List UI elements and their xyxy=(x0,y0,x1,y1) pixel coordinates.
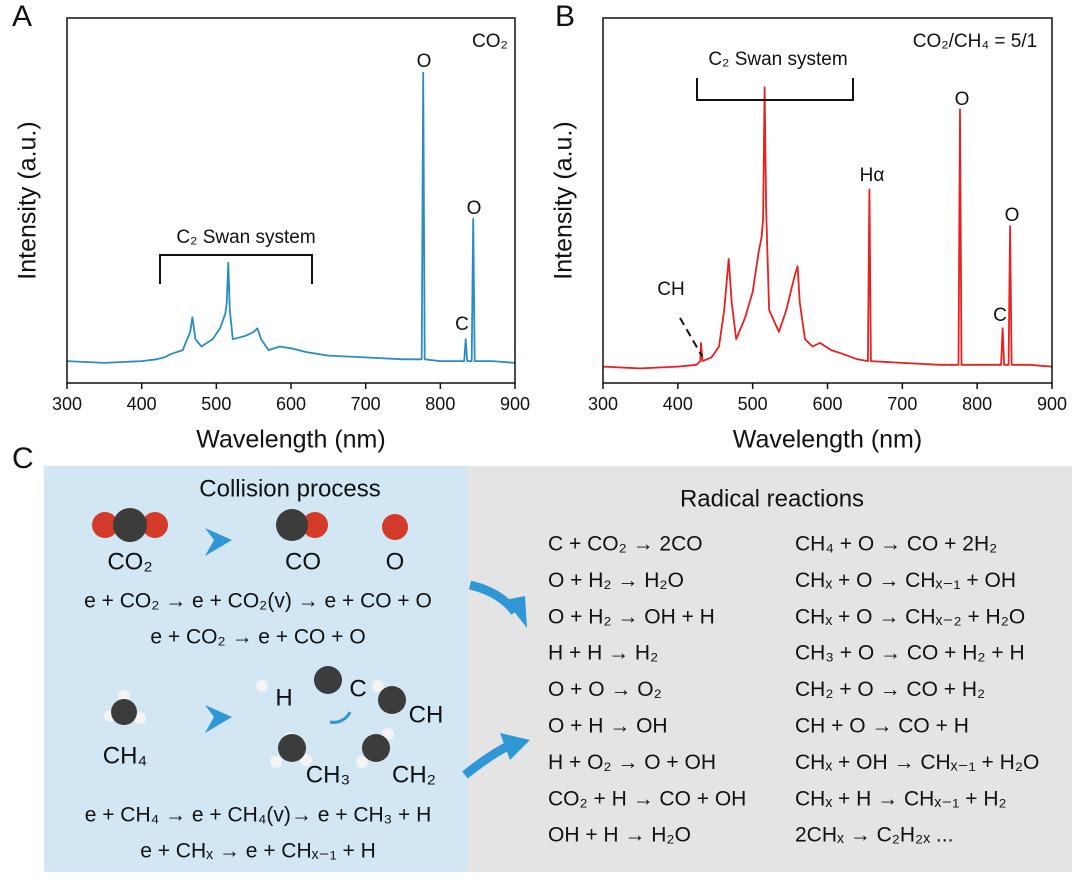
molecule-label: CO xyxy=(285,548,321,575)
spectrum-line xyxy=(602,86,1053,370)
equation: e + CHₓ → e + CHₓ₋₁ + H xyxy=(140,840,376,863)
x-tick-label: 800 xyxy=(962,394,992,414)
molecule-label: CH₃ xyxy=(306,761,350,788)
reaction: 2CHₓ → C₂H₂ₓ ... xyxy=(795,824,953,847)
x-tick-label: 300 xyxy=(52,394,82,414)
reaction: CH₄ + O → CO + 2H₂ xyxy=(795,533,997,556)
reaction: CHₓ + O → CHₓ₋₂ + H₂O xyxy=(795,605,1025,628)
molecule-label: CH₂ xyxy=(392,761,436,788)
plot-frame xyxy=(66,17,516,384)
leader-line xyxy=(679,317,703,357)
x-tick-label: 400 xyxy=(127,394,157,414)
molecule-label: CH xyxy=(409,701,444,728)
annotation: C xyxy=(993,305,1007,326)
reaction: O + H₂ → OH + H xyxy=(548,605,715,628)
panel-label: C xyxy=(12,442,34,475)
reaction: H + H → H₂ xyxy=(548,642,658,665)
y-axis-label: Intensity (a.u.) xyxy=(550,121,578,279)
annotation: CH xyxy=(657,279,684,300)
panel-title: Collision process xyxy=(199,475,380,502)
annotation: CO₂/CH₄ = 5/1 xyxy=(913,31,1037,52)
reaction-list: C + CO₂ → 2CO O + H₂ → H₂O O + H₂ → OH + H… xyxy=(548,533,1039,847)
spectrum-line xyxy=(66,71,516,364)
x-tick-label: 500 xyxy=(201,394,231,414)
annotation: O xyxy=(467,198,482,219)
x-tick-label: 400 xyxy=(663,394,693,414)
x-tick-label: 700 xyxy=(887,394,917,414)
molecule-icons xyxy=(92,508,530,779)
reaction: CH₃ + O → CO + H₂ + H xyxy=(795,642,1025,665)
reaction: O + H₂ → H₂O xyxy=(548,569,684,592)
annotation: C₂ Swan system xyxy=(708,49,847,70)
reaction: CHₓ + OH → CHₓ₋₁ + H₂O xyxy=(795,751,1039,774)
x-tick-label: 900 xyxy=(1037,394,1067,414)
reaction: C + CO₂ → 2CO xyxy=(548,533,703,556)
x-tick-label: 700 xyxy=(351,394,381,414)
x-tick-label: 900 xyxy=(500,394,530,414)
annotation: O xyxy=(417,51,432,72)
equation: e + CO₂ → e + CO₂(v) → e + CO + O xyxy=(84,590,432,613)
reaction: CH₂ + O → CO + H₂ xyxy=(795,678,985,701)
x-tick-label: 300 xyxy=(588,394,618,414)
bracket xyxy=(159,254,313,284)
y-axis-label: Intensity (a.u.) xyxy=(14,121,42,279)
reaction: H + O₂ → O + OH xyxy=(548,751,716,774)
annotation: CO₂ xyxy=(472,31,508,52)
x-tick-label: 600 xyxy=(276,394,306,414)
annotation: O xyxy=(955,89,970,110)
x-tick-label: 500 xyxy=(738,394,768,414)
plot-frame xyxy=(602,17,1053,384)
annotation: C₂ Swan system xyxy=(176,227,315,248)
molecule-label: C xyxy=(349,675,366,702)
molecule-label: CH₄ xyxy=(103,742,147,769)
reaction: CH + O → CO + H xyxy=(795,715,969,738)
molecule-label: H xyxy=(275,684,292,711)
x-axis-label: Wavelength (nm) xyxy=(733,426,922,454)
x-tick-label: 600 xyxy=(812,394,842,414)
x-axis-label: Wavelength (nm) xyxy=(196,426,385,454)
reaction: CO₂ + H → CO + OH xyxy=(548,787,746,810)
equation: e + CO₂ → e + CO + O xyxy=(150,626,365,649)
annotation: Hα xyxy=(860,165,885,186)
annotation: C xyxy=(455,314,469,335)
panel-title: Radical reactions xyxy=(680,485,864,512)
reaction: OH + H → H₂O xyxy=(548,824,691,847)
panel-label: A xyxy=(12,0,32,33)
annotation: O xyxy=(1005,205,1020,226)
radical-panel xyxy=(468,466,1072,872)
reaction: O + O → O₂ xyxy=(548,678,662,701)
reaction: O + H → OH xyxy=(548,715,668,738)
bracket xyxy=(696,78,854,101)
molecule-label: O xyxy=(386,548,405,575)
reaction: CHₓ + O → CHₓ₋₁ + OH xyxy=(795,569,1016,592)
equation: e + CH₄ → e + CH₄(v)→ e + CH₃ + H xyxy=(85,804,432,827)
x-tick-label: 800 xyxy=(425,394,455,414)
reaction: CHₓ + H → CHₓ₋₁ + H₂ xyxy=(795,787,1007,810)
molecule-label: CO₂ xyxy=(107,548,152,575)
panel-label: B xyxy=(555,0,575,33)
